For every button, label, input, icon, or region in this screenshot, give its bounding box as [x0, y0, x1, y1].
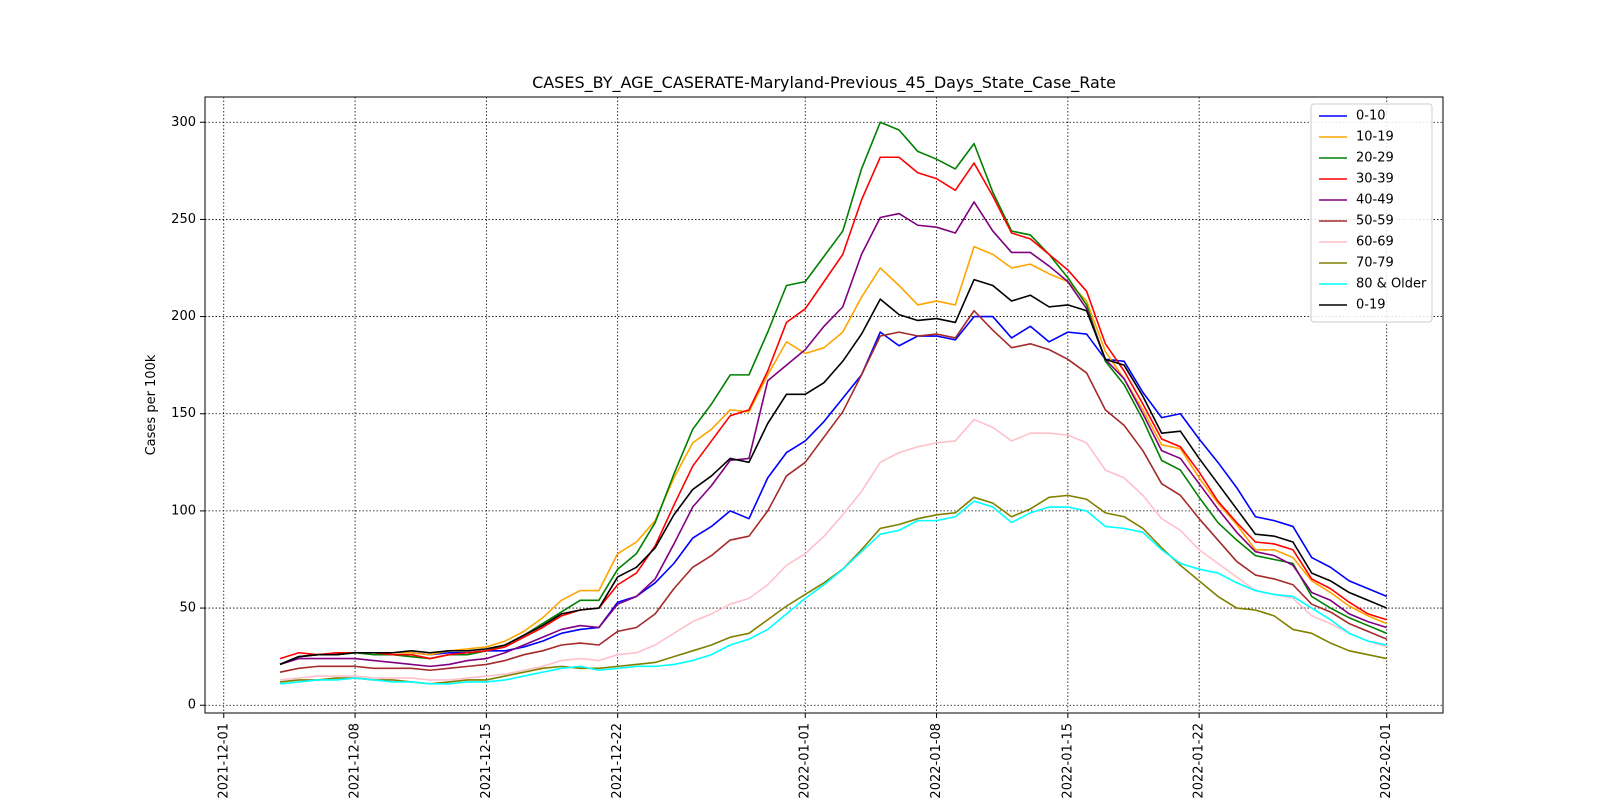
series-line-5: [279, 309, 1388, 673]
y-tick-label: 250: [171, 212, 196, 227]
grid: [205, 97, 1443, 713]
series-line-0: [279, 315, 1388, 666]
y-tick-label: 150: [171, 406, 196, 421]
y-tick-label: 50: [179, 601, 196, 616]
x-tick-label: 2022-01-22: [1192, 723, 1207, 799]
y-tick-label: 0: [188, 698, 196, 713]
series-line-4: [279, 201, 1387, 668]
plot-frame: [204, 96, 1444, 714]
legend-label: 20-29: [1356, 151, 1394, 166]
y-tick-label: 100: [171, 503, 196, 518]
x-tick-label: 2022-01-08: [929, 723, 944, 799]
y-axis: 0 50 100 150 200 250 300: [171, 115, 205, 713]
y-tick-label: 300: [171, 115, 196, 130]
x-axis: 2021-12-01 2021-12-08 2021-12-15 2021-12-22…: [216, 713, 1394, 799]
series-line-6: [279, 418, 1387, 681]
x-tick-label: 2021-12-08: [348, 723, 363, 799]
legend-label: 40-49: [1356, 193, 1394, 208]
legend-label: 70-79: [1356, 256, 1394, 271]
legend-label: 30-39: [1356, 172, 1394, 187]
x-tick-label: 2021-12-01: [216, 723, 231, 799]
x-tick-label: 2022-02-01: [1379, 723, 1394, 799]
legend-label: 80 & Older: [1356, 277, 1427, 292]
legend-label: 10-19: [1356, 130, 1394, 145]
x-tick-label: 2022-01-15: [1060, 723, 1075, 799]
y-tick-label: 200: [171, 309, 196, 324]
series-line-2: [279, 121, 1388, 666]
legend: 0-10 10-19 20-29 30-39 40-49 50-59 60-69 70-79 8…: [1310, 103, 1433, 323]
series-line-8: [279, 500, 1387, 685]
legend-label: 0-10: [1356, 109, 1386, 124]
series-lines: [279, 121, 1388, 685]
legend-label: 0-19: [1356, 298, 1386, 313]
x-tick-label: 2022-01-01: [798, 723, 813, 799]
legend-label: 60-69: [1356, 235, 1394, 250]
y-axis-label: Cases per 100k: [144, 354, 159, 455]
legend-label: 50-59: [1356, 214, 1394, 229]
chart-title: CASES_BY_AGE_CASERATE-Maryland-Previous_…: [532, 73, 1116, 93]
x-tick-label: 2021-12-22: [610, 723, 625, 799]
series-line-9: [279, 278, 1388, 666]
series-line-3: [279, 156, 1387, 660]
x-tick-label: 2021-12-15: [479, 723, 494, 799]
series-line-1: [279, 245, 1388, 666]
